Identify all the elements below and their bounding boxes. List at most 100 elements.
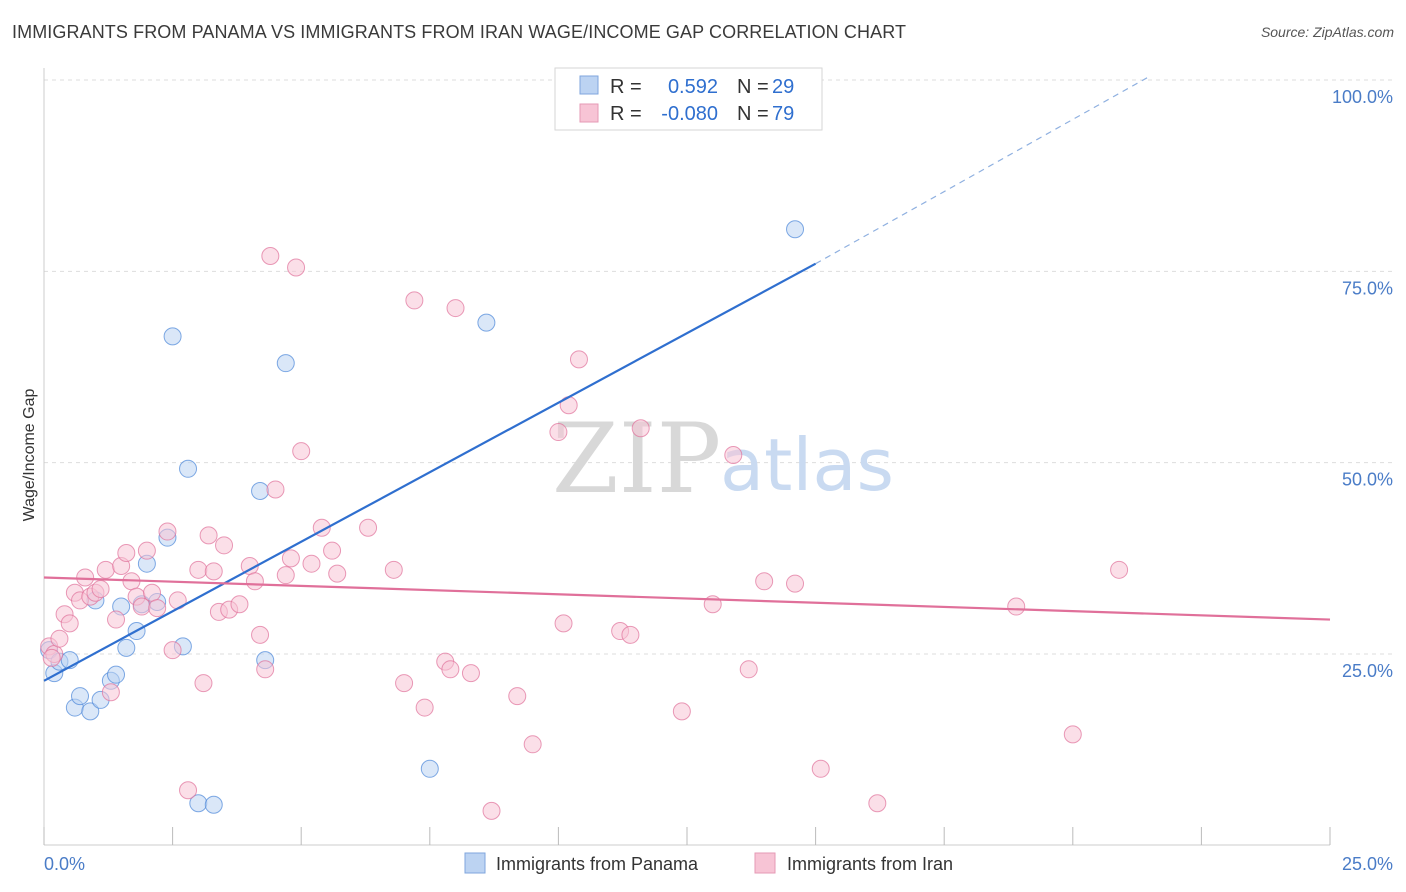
point-iran-44 (302, 554, 321, 573)
point-iran-20 (143, 583, 162, 602)
point-iran-70 (739, 660, 758, 679)
legend-n-label-panama: N = (737, 76, 769, 98)
point-iran-42 (287, 258, 306, 277)
point-iran-74 (868, 794, 887, 813)
point-iran-48 (359, 518, 378, 537)
y-axis-label: Wage/Income Gap (21, 389, 38, 522)
point-iran-22 (158, 522, 177, 541)
point-panama-22 (204, 795, 223, 814)
bottom-legend-swatch-panama (464, 852, 486, 874)
point-iran-54 (441, 660, 460, 679)
point-iran-63 (569, 350, 588, 369)
point-iran-19 (137, 541, 156, 560)
point-panama-20 (179, 459, 198, 478)
trend-line-panama (43, 262, 817, 682)
trend-line-iran (43, 576, 1331, 621)
point-iran-73 (811, 759, 830, 778)
legend-r-label-iran: R = (610, 103, 642, 125)
point-iran-76 (1063, 725, 1082, 744)
legend-r-value-panama: 0.592 (668, 76, 718, 98)
point-iran-75 (1007, 597, 1026, 616)
data-points (40, 220, 1129, 820)
point-iran-61 (554, 614, 573, 633)
source-credit: Source: ZipAtlas.com (1260, 24, 1394, 40)
legend-n-value-iran: 79 (772, 103, 794, 125)
point-panama-18 (163, 327, 182, 346)
point-iran-71 (755, 572, 774, 591)
point-iran-7 (76, 568, 95, 587)
point-iran-13 (107, 610, 126, 629)
point-iran-52 (415, 698, 434, 717)
point-iran-38 (261, 247, 280, 266)
point-iran-65 (621, 625, 640, 644)
legend-r-value-iran: -0.080 (661, 103, 718, 125)
correlation-legend: R = 0.592 N = 29 R = -0.080 N = 79 (554, 67, 823, 131)
point-panama-25 (276, 354, 295, 373)
watermark-atlas: atlas (720, 423, 894, 507)
point-panama-27 (477, 313, 496, 332)
tick-labels: 25.0% 50.0% 75.0% 100.0% 0.0% 25.0% (44, 87, 1393, 874)
chart-title: IMMIGRANTS FROM PANAMA VS IMMIGRANTS FRO… (12, 22, 907, 42)
trend-lines (43, 75, 1331, 682)
y-tick-label-1: 50.0% (1342, 470, 1393, 490)
point-iran-78 (42, 648, 61, 667)
axes (43, 68, 1331, 846)
point-iran-46 (323, 541, 342, 560)
point-iran-50 (395, 674, 414, 693)
bottom-legend-label-iran: Immigrants from Iran (787, 854, 953, 874)
point-iran-36 (251, 625, 270, 644)
legend-swatch-panama (579, 75, 599, 95)
point-panama-6 (81, 702, 100, 721)
legend-swatch-iran (579, 103, 599, 123)
point-iran-69 (724, 446, 743, 465)
point-panama-5 (71, 687, 90, 706)
point-iran-77 (1110, 560, 1129, 579)
point-iran-29 (204, 562, 223, 581)
point-iran-23 (163, 641, 182, 660)
point-panama-12 (117, 638, 136, 657)
legend-r-label-panama: R = (610, 76, 642, 98)
legend-box (554, 67, 823, 131)
point-iran-31 (215, 536, 234, 555)
x-tick-label-0: 0.0% (44, 854, 85, 874)
point-iran-49 (384, 560, 403, 579)
legend-n-value-panama: 29 (772, 76, 794, 98)
point-iran-25 (179, 781, 198, 800)
point-iran-11 (96, 560, 115, 579)
y-tick-label-3: 100.0% (1332, 87, 1393, 107)
point-iran-37 (256, 660, 275, 679)
point-panama-10 (107, 665, 126, 684)
trend-line-panama-extension (815, 75, 1151, 265)
point-iran-4 (60, 614, 79, 633)
watermark-zip: ZIP (552, 403, 721, 515)
point-iran-10 (91, 579, 110, 598)
bottom-legend-label-panama: Immigrants from Panama (496, 854, 699, 874)
point-iran-15 (117, 543, 136, 562)
point-iran-39 (266, 480, 285, 499)
y-tick-label-2: 75.0% (1342, 278, 1393, 298)
watermark: ZIP atlas (552, 403, 894, 515)
point-iran-21 (148, 599, 167, 618)
point-iran-72 (786, 574, 805, 593)
point-iran-59 (523, 735, 542, 754)
point-iran-27 (194, 674, 213, 693)
point-iran-58 (508, 687, 527, 706)
bottom-legend-swatch-iran (754, 852, 776, 874)
point-iran-67 (672, 702, 691, 721)
point-iran-26 (189, 560, 208, 579)
point-iran-56 (461, 664, 480, 683)
point-iran-35 (245, 572, 264, 591)
point-iran-28 (199, 526, 218, 545)
point-iran-60 (549, 423, 568, 442)
point-iran-51 (405, 291, 424, 310)
point-iran-55 (446, 299, 465, 318)
point-iran-66 (631, 419, 650, 438)
point-iran-33 (230, 595, 249, 614)
point-iran-40 (276, 566, 295, 585)
point-iran-57 (482, 801, 501, 820)
point-iran-43 (292, 442, 311, 461)
y-tick-label-0: 25.0% (1342, 661, 1393, 681)
x-tick-label-1: 25.0% (1342, 854, 1393, 874)
point-panama-28 (786, 220, 805, 239)
